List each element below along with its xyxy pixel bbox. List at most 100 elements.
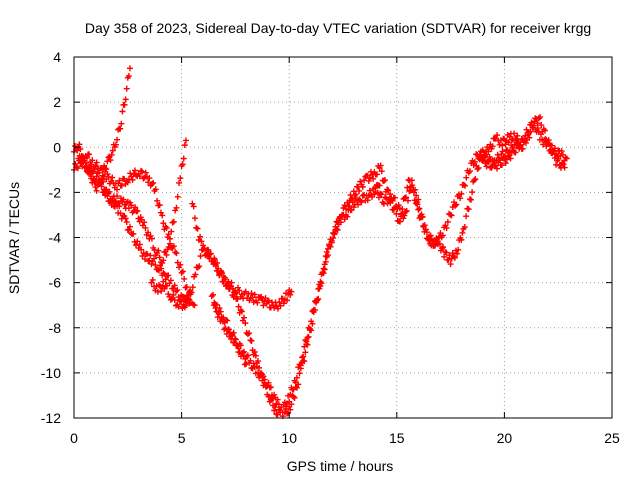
data-point [81,155,88,162]
data-point [494,132,501,139]
data-point [452,202,459,209]
data-point [469,189,476,196]
data-point [108,151,115,158]
data-point [104,171,111,178]
data-point [514,132,521,139]
data-point [555,155,562,162]
data-point [112,141,119,148]
data-point [72,160,79,167]
data-point [158,288,165,295]
data-point [274,396,281,403]
data-point [280,300,287,307]
data-point [265,297,272,304]
series-trace-b [71,65,133,194]
data-point [179,161,186,168]
data-point [293,374,300,381]
series-trace-d [92,159,198,309]
data-point [432,237,439,244]
data-point [387,191,394,198]
data-point [558,148,565,155]
plot-area [71,65,570,420]
data-point [160,220,167,227]
data-point [327,243,334,250]
data-point [378,191,385,198]
data-point [239,350,246,357]
data-point [320,270,327,277]
data-point [251,348,258,355]
data-point [218,314,225,321]
data-point [296,361,303,368]
data-point [561,164,568,171]
data-point [370,175,377,182]
data-point [219,318,226,325]
data-point [374,171,381,178]
data-point [494,165,501,172]
data-point [172,207,179,214]
data-point [161,285,168,292]
data-point [521,139,528,146]
data-point [202,251,209,258]
data-point [194,264,201,271]
data-point [545,137,552,144]
series-trace-h [210,300,250,368]
y-tick-label: -12 [41,410,61,426]
data-point [82,159,89,166]
data-point [127,170,134,177]
data-point [356,187,363,194]
data-point [463,213,470,220]
data-point [302,349,309,356]
data-point [560,161,567,168]
data-point [216,311,223,318]
data-point [171,282,178,289]
data-point [409,182,416,189]
data-point [439,232,446,239]
data-point [415,206,422,213]
series-trace-k [479,137,521,171]
data-point [141,219,148,226]
data-point [93,187,100,194]
data-point [462,182,469,189]
x-tick-label: 15 [389,430,405,446]
data-point [179,268,186,275]
data-point [287,391,294,398]
data-point [404,197,411,204]
data-point [509,144,516,151]
data-point [204,246,211,253]
data-point [321,266,328,273]
data-point [373,182,380,189]
data-point [514,139,521,146]
data-point [334,227,341,234]
data-point [471,177,478,184]
data-point [304,341,311,348]
data-point [410,186,417,193]
data-point [86,151,93,158]
data-point [237,307,244,314]
data-point [189,200,196,207]
data-point [89,157,96,164]
data-point [219,270,226,277]
x-tick-label: 25 [604,430,620,446]
data-point [357,178,364,185]
data-point [375,194,382,201]
data-point [129,176,136,183]
data-point [538,122,545,129]
data-point [443,249,450,256]
data-point [246,330,253,337]
data-point [286,398,293,405]
data-point [130,230,137,237]
y-axis-tick-labels: 4 2 0 -2 -4 -6 -8 -10 -12 [41,49,61,426]
data-point [171,297,178,304]
data-point [440,244,447,251]
data-point [131,167,138,174]
data-point [178,269,185,276]
data-point [248,337,255,344]
data-point [465,206,472,213]
data-point [146,257,153,264]
data-point [523,126,530,133]
data-point [223,330,230,337]
data-point [546,141,553,148]
data-point [271,391,278,398]
data-point [359,183,366,190]
data-point [235,303,242,310]
data-point [253,363,260,370]
